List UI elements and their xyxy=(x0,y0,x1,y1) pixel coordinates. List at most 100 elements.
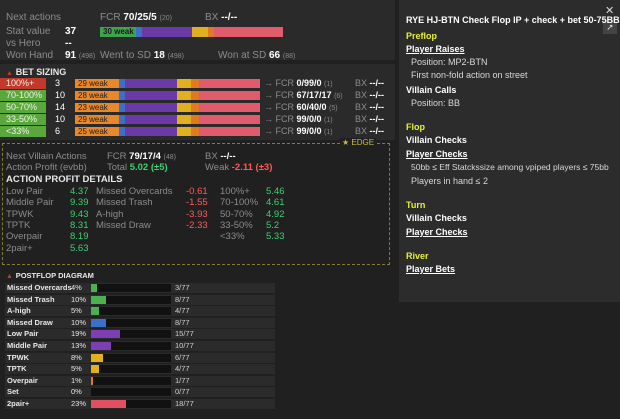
bet-bx-value: --/-- xyxy=(369,90,385,100)
bet-sizing-row: 70-100% 10 28 weak → FCR 67/17/17 (6) BX… xyxy=(0,90,395,101)
bar-segment xyxy=(199,127,260,136)
bx-label: BX xyxy=(205,12,219,23)
bet-size-label: <33% xyxy=(6,126,30,136)
villain-calls: Villain Calls xyxy=(406,85,457,95)
won-sd-sample: (88) xyxy=(282,53,296,60)
bet-size-label: 50-70% xyxy=(6,102,38,112)
bet-fcr-sample: (1) xyxy=(324,129,333,136)
collapse-triangle-icon[interactable]: ▲ xyxy=(6,70,13,77)
bet-fcr-sample: (1) xyxy=(324,81,333,88)
hand-percent: 23% xyxy=(71,399,87,408)
hand-bar-fill xyxy=(91,342,111,350)
bet-sizing-title: BET SIZING xyxy=(15,67,67,77)
hand-category: Overpair xyxy=(7,375,38,385)
profit-label: 50-70% xyxy=(220,208,253,220)
bar-seg-pair xyxy=(142,27,192,37)
villain-checks-turn: Villain Checks xyxy=(406,213,467,223)
hand-fraction: 10/77 xyxy=(175,341,194,350)
postflop-header: ▲ POSTFLOP DIAGRAM xyxy=(6,270,94,281)
hand-percent: 0% xyxy=(71,387,82,397)
bar-segment xyxy=(191,79,199,88)
close-icon[interactable]: ✕ xyxy=(605,5,615,17)
bet-fcr-sample: (5) xyxy=(329,105,338,112)
star-icon: ★ xyxy=(342,138,350,147)
bet-fcr-value: 0/99/0 xyxy=(296,78,322,88)
bar-segment xyxy=(177,103,191,112)
hand-bar-fill xyxy=(91,295,106,304)
bar-segment xyxy=(125,79,177,88)
edge-badge: ★ EDGE xyxy=(340,138,377,147)
villain-actions-box xyxy=(2,143,390,265)
player-bets-link[interactable]: Player Bets xyxy=(406,264,456,274)
bar-segment: 29 weak xyxy=(75,115,125,124)
postflop-row: Missed Draw 10% 8/77 xyxy=(5,317,275,328)
bar-seg-top xyxy=(192,27,208,37)
fcr-stat: FCR 70/25/5 (20) xyxy=(100,12,172,24)
hand-percent: 10% xyxy=(71,317,87,327)
villain-bx-label: BX xyxy=(205,151,218,162)
weak-count: 29 weak xyxy=(75,115,119,124)
bar-seg-over xyxy=(208,27,214,37)
bar-segment xyxy=(191,115,199,124)
bet-fcr-value: 99/0/0 xyxy=(296,114,322,124)
eff-stack-filter: 50bb ≤ Eff Statckssize among vpiped play… xyxy=(411,162,609,172)
won-sd-label: Won at SD xyxy=(218,50,267,61)
collapse-triangle-icon[interactable]: ▲ xyxy=(6,273,13,280)
hand-bar-fill xyxy=(91,400,126,408)
won-sd-value: 66 xyxy=(268,50,281,61)
bet-fcr-value: 67/17/17 xyxy=(296,90,332,100)
fcr-value: 70/25/5 xyxy=(123,12,157,23)
bar-segment xyxy=(199,103,260,112)
range-composition-bar: 30 weak xyxy=(100,27,283,37)
hand-category: Middle Pair xyxy=(7,341,48,350)
went-sd-sample: (498) xyxy=(167,53,184,60)
won-hand-value: 91 xyxy=(65,50,77,61)
villain-fcr-value: 79/17/4 xyxy=(129,151,161,162)
profit-label: TPWK xyxy=(6,208,34,220)
action-profit-details-title: ACTION PROFIT DETAILS xyxy=(6,174,123,185)
hand-fraction: 18/77 xyxy=(175,399,194,408)
hand-fraction: 1/77 xyxy=(175,375,190,385)
profit-value: 4.61 xyxy=(266,197,285,209)
hand-bar-track xyxy=(91,388,171,397)
hand-bar-fill xyxy=(91,284,97,292)
hand-fraction: 6/77 xyxy=(175,352,190,362)
edge-label: EDGE xyxy=(351,138,375,147)
hand-percent: 5% xyxy=(71,364,82,374)
total-label: Total xyxy=(107,162,128,173)
player-checks-turn-link[interactable]: Player Checks xyxy=(406,227,468,237)
bet-size-label: 100%+ xyxy=(6,78,35,88)
bet-fcr: → FCR 99/0/0 (1) xyxy=(264,114,333,124)
bar-segment: 28 weak xyxy=(75,91,125,100)
vs-hero-value: -- xyxy=(65,38,72,49)
pin-icon[interactable]: ➚ xyxy=(603,20,617,34)
next-actions-row: Next actions xyxy=(6,12,61,24)
hand-filter-panel: ✕ ➚ RYE HJ-BTN Check Flop IP + check + b… xyxy=(399,0,620,302)
weak-count: 25 weak xyxy=(75,127,119,136)
bet-fcr-sample: (6) xyxy=(334,93,343,100)
profit-value: 5.46 xyxy=(266,186,285,197)
bet-range-bar: 29 weak xyxy=(75,115,260,124)
bet-sizing-panel: ▲ BET SIZING 100%+ 3 29 weak → FCR 0/99/… xyxy=(0,64,395,140)
fcr-label: FCR xyxy=(100,12,121,23)
villain-bx-value: --/-- xyxy=(220,151,236,162)
bet-count: 10 xyxy=(55,114,66,124)
stats-panel: Next actions FCR 70/25/5 (20) BX --/-- S… xyxy=(0,0,395,62)
vs-hero-label: vs Hero xyxy=(6,38,41,49)
bar-segment xyxy=(199,115,260,124)
fcr-sample: (20) xyxy=(159,15,172,22)
hand-percent: 5% xyxy=(71,306,82,316)
postflop-row: Overpair 1% 1/77 xyxy=(5,375,275,386)
bar-segment xyxy=(199,91,260,100)
postflop-row: TPTK 5% 4/77 xyxy=(5,364,275,375)
player-raises-link[interactable]: Player Raises xyxy=(406,44,465,54)
bet-range-bar: 29 weak xyxy=(75,79,260,88)
profit-value: 4.92 xyxy=(266,208,285,220)
won-sd: Won at SD 66 (88) xyxy=(218,50,295,62)
hand-fraction: 4/77 xyxy=(175,306,190,316)
villain-bx: BX --/-- xyxy=(205,151,236,162)
hand-percent: 1% xyxy=(71,375,82,385)
player-checks-flop-link[interactable]: Player Checks xyxy=(406,149,468,159)
profit-label: Missed Draw xyxy=(96,219,151,231)
villain-fcr: FCR 79/17/4 (48) xyxy=(107,151,176,162)
